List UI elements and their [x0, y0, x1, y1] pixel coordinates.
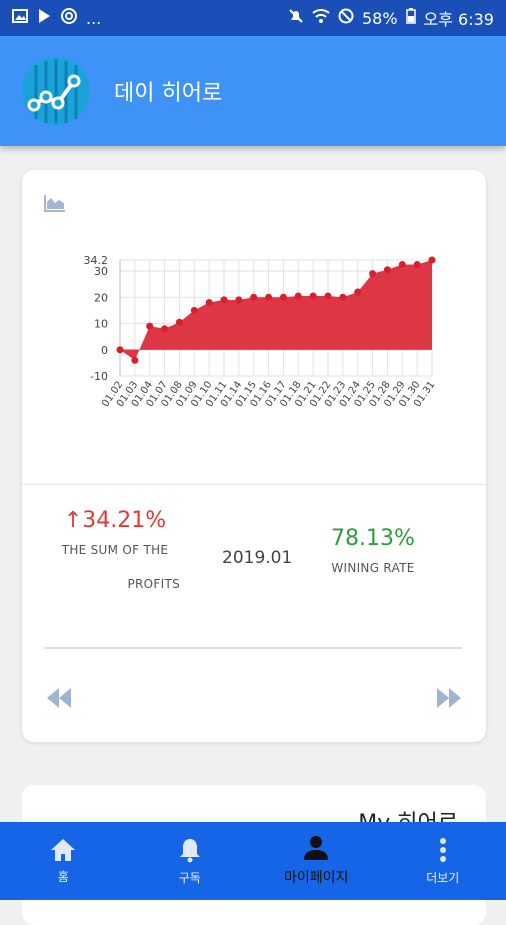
battery-icon	[406, 8, 416, 28]
data-point	[191, 307, 198, 314]
y-tick-label: -10	[90, 370, 108, 383]
mute-icon	[288, 8, 304, 28]
data-point	[399, 261, 406, 268]
nav-more[interactable]: 더보기	[380, 822, 506, 900]
nav-more-label: 더보기	[426, 869, 459, 886]
person-icon	[303, 835, 329, 861]
next-month-button[interactable]	[432, 682, 464, 714]
data-point	[384, 266, 391, 273]
data-point	[235, 296, 242, 303]
app-title: 데이 히어로	[114, 75, 222, 107]
win-rate-label: WINING RATE	[318, 551, 428, 585]
data-point	[221, 296, 228, 303]
nav-subscribe[interactable]: 구독	[127, 822, 254, 900]
data-point	[429, 257, 436, 264]
data-point	[131, 357, 138, 364]
nav-mypage-label: 마이페이지	[284, 867, 348, 887]
image-icon	[12, 8, 28, 28]
app-bar: 데이 히어로	[0, 36, 506, 146]
clock: 오후 6:39	[424, 6, 494, 30]
win-rate-value: 78.13%	[318, 526, 428, 551]
status-bar: ... 58% 오후 6:39	[0, 0, 506, 36]
data-point	[161, 325, 168, 332]
data-point	[265, 294, 272, 301]
play-store-icon	[36, 8, 52, 28]
data-point	[369, 270, 376, 277]
previous-month-button[interactable]	[44, 682, 76, 714]
home-icon	[50, 838, 76, 862]
y-tick-label: 10	[94, 318, 108, 331]
fast-forward-icon	[432, 682, 464, 714]
bottom-navigation: 홈 구독 마이페이지 더보기	[0, 822, 506, 900]
data-point	[206, 299, 213, 306]
profit-value: ↑34.21%	[50, 508, 180, 533]
data-point	[325, 292, 332, 299]
more-vertical-icon	[438, 837, 448, 863]
data-point	[146, 323, 153, 330]
y-tick-label: 34.2	[84, 254, 109, 267]
divider	[22, 484, 486, 485]
data-point	[414, 261, 421, 268]
battery-percent: 58%	[362, 9, 398, 28]
data-point	[176, 319, 183, 326]
data-point	[280, 294, 287, 301]
data-point	[117, 346, 124, 353]
do-not-disturb-icon	[338, 8, 354, 28]
profit-stat: ↑34.21% THE SUM OF THE PROFITS	[50, 508, 180, 601]
data-point	[250, 294, 257, 301]
bell-icon	[179, 837, 201, 863]
chart-line-logo-icon	[22, 57, 90, 125]
period-label: 2019.01	[222, 548, 284, 568]
nav-mypage[interactable]: 마이페이지	[253, 822, 380, 900]
divider	[44, 647, 462, 649]
more-notifications: ...	[86, 9, 101, 28]
nav-home-label: 홈	[58, 868, 69, 885]
at-icon	[60, 7, 78, 29]
y-tick-label: 0	[101, 344, 108, 357]
y-tick-label: 20	[94, 291, 108, 304]
data-point	[354, 289, 361, 296]
wifi-icon	[312, 8, 330, 28]
data-point	[310, 292, 317, 299]
data-point	[339, 294, 346, 301]
win-rate-stat: 78.13% WINING RATE	[318, 526, 428, 585]
nav-subscribe-label: 구독	[179, 869, 201, 886]
profit-area	[120, 260, 432, 360]
profit-label-line1: THE SUM OF THE	[50, 533, 180, 567]
data-point	[295, 292, 302, 299]
rewind-icon	[44, 682, 76, 714]
profit-label-line2: PROFITS	[50, 567, 180, 601]
nav-home[interactable]: 홈	[0, 822, 127, 900]
